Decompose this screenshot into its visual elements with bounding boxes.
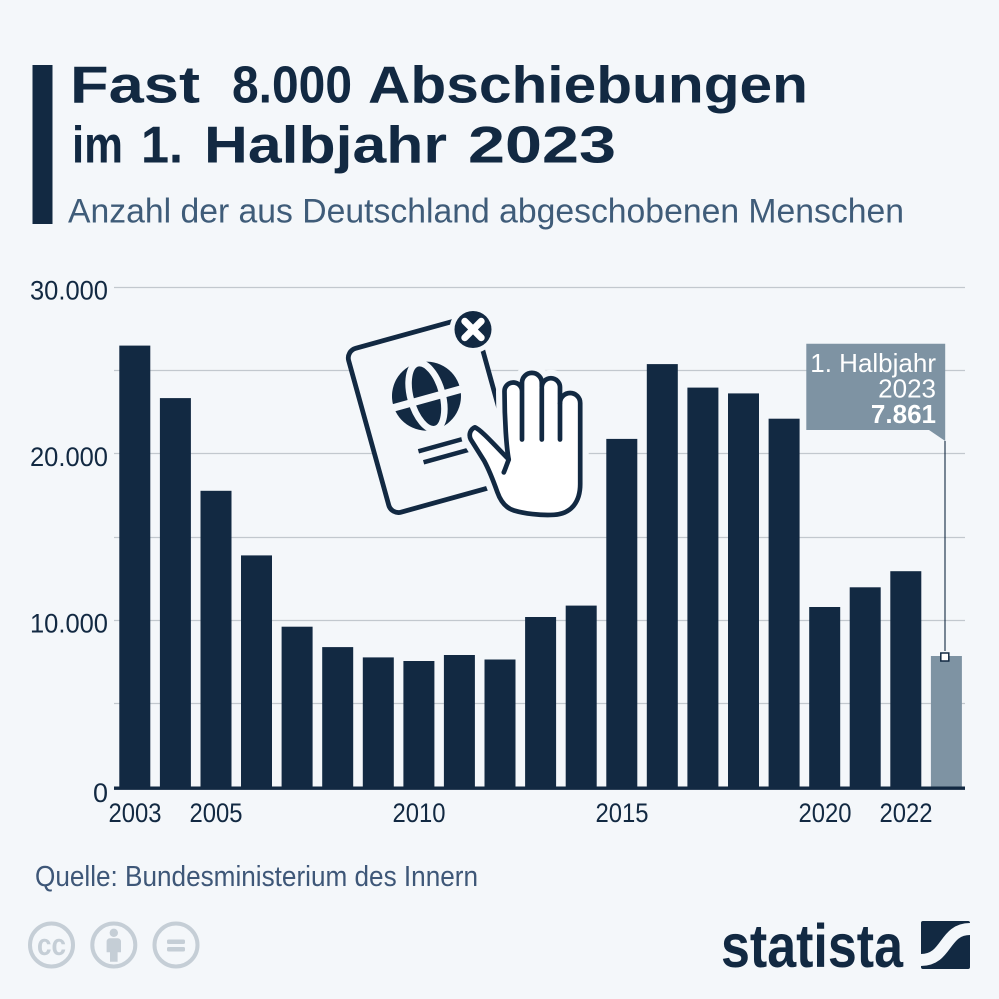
svg-text:2005: 2005 [190, 798, 243, 828]
svg-text:Anzahl der aus Deutschland abg: Anzahl der aus Deutschland abgeschobenen… [68, 193, 904, 231]
svg-text:2015: 2015 [596, 798, 649, 828]
svg-text:2010: 2010 [393, 798, 446, 828]
svg-text:30.000: 30.000 [30, 276, 108, 306]
svg-text:20.000: 20.000 [30, 442, 108, 472]
svg-text:Quelle: Bundesministerium des: Quelle: Bundesministerium des Innern [35, 861, 478, 893]
svg-text:2020: 2020 [799, 798, 852, 828]
svg-text:cc: cc [37, 927, 66, 962]
svg-text:7.861: 7.861 [871, 399, 936, 429]
svg-text:0: 0 [93, 778, 108, 808]
svg-text:statista: statista [721, 912, 904, 980]
svg-text:2023: 2023 [878, 374, 936, 404]
svg-text:1. Halbjahr: 1. Halbjahr [810, 348, 936, 378]
svg-text:2022: 2022 [880, 798, 933, 828]
svg-text:2003: 2003 [109, 798, 162, 828]
svg-text:10.000: 10.000 [30, 608, 108, 638]
